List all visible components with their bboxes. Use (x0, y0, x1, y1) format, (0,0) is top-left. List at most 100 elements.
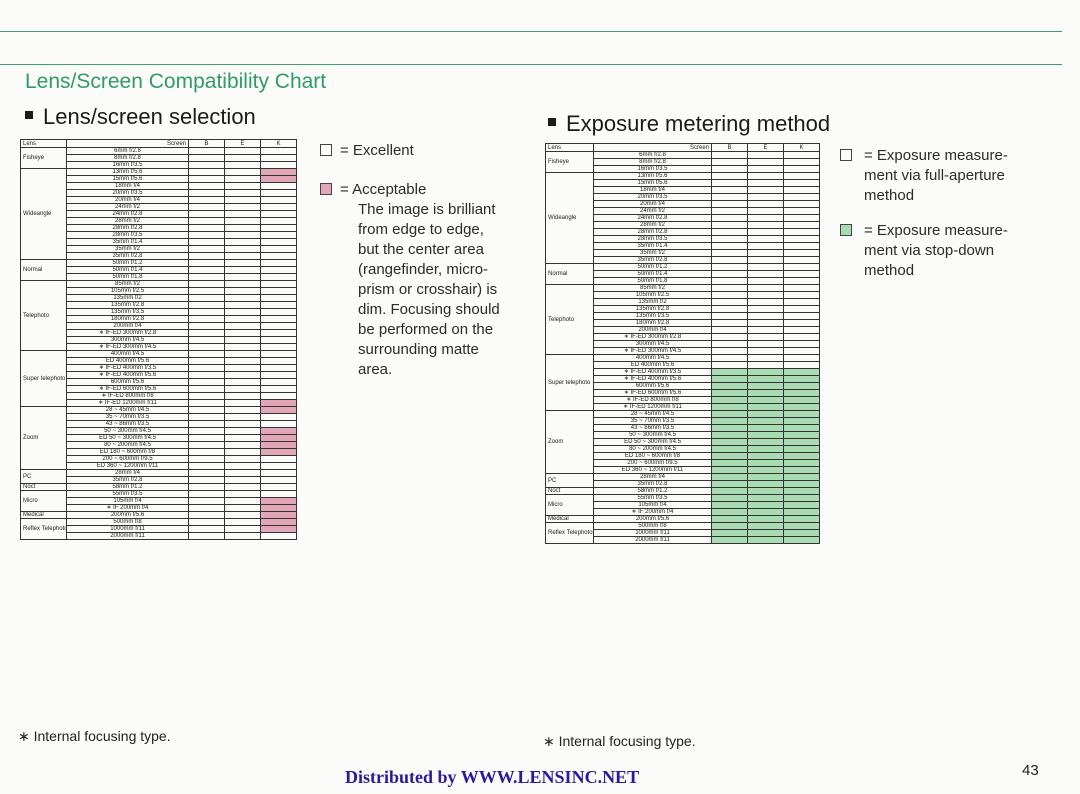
screen-header: Screen (593, 143, 712, 152)
compat-cell (783, 473, 820, 481)
lens-model: 200mm f/4 (66, 322, 189, 330)
compat-cell (783, 319, 820, 327)
lens-model: 50mm f/1.2 (593, 263, 712, 271)
right-section-label: Exposure metering method (566, 111, 831, 136)
lens-model: 105mm f/2.5 (593, 291, 712, 299)
compat-cell (711, 200, 748, 208)
compat-cell (260, 476, 297, 484)
compat-cell (188, 273, 225, 281)
lens-model: ∗ IF-ED 600mm f/5.6 (593, 389, 712, 397)
table-row: Fisheye 6mm f/2.8 (20, 147, 297, 169)
compat-cell (783, 452, 820, 460)
compat-cell (783, 298, 820, 306)
compat-cell (783, 242, 820, 250)
lens-model: 20mm f/4 (593, 200, 712, 208)
compat-cell (260, 525, 297, 533)
compat-cell (188, 322, 225, 330)
compat-cell (260, 154, 297, 162)
compat-cell (747, 445, 784, 453)
compat-cell (188, 490, 225, 498)
compat-cell (711, 242, 748, 250)
compat-cell (711, 221, 748, 229)
compat-cell (747, 340, 784, 348)
compat-cell (188, 483, 225, 491)
compat-cell (188, 301, 225, 309)
left-footnote: ∗ Internal focusing type. (18, 728, 171, 744)
compat-cell (224, 175, 261, 183)
lens-model: 135mm f/3.5 (66, 308, 189, 316)
compat-cell (783, 382, 820, 390)
compat-cell (711, 249, 748, 257)
compat-cell (747, 179, 784, 187)
lens-model: ∗ IF 200mm f/4 (66, 504, 189, 512)
lens-model: 85mm f/2 (593, 284, 712, 292)
compat-cell (224, 371, 261, 379)
compat-cell (224, 525, 261, 533)
legend-text-line: but the center area (358, 241, 484, 258)
lens-model: 35mm f/2 (593, 249, 712, 257)
legend-text-line: surrounding matte (358, 341, 479, 358)
lens-model: 180mm f/2.8 (593, 319, 712, 327)
compat-cell (224, 196, 261, 204)
lens-model: 28mm f/4 (66, 469, 189, 477)
compat-cell (188, 147, 225, 155)
compat-cell (188, 161, 225, 169)
compat-cell (224, 532, 261, 540)
compat-cell (747, 214, 784, 222)
compat-cell (711, 480, 748, 488)
compat-cell (747, 508, 784, 516)
compat-cell (711, 319, 748, 327)
compat-cell (711, 361, 748, 369)
lens-model: ∗ IF-ED 400mm f/3.5 (593, 368, 712, 376)
legend-full-aperture: = Exposure measure-ment via full-apertur… (840, 146, 1070, 206)
compat-cell (260, 189, 297, 197)
lens-model: 105mm f/2.5 (66, 287, 189, 295)
compat-cell (711, 277, 748, 285)
table-row: 2000mm f/11 (21, 532, 297, 540)
lens-model: 50mm f/1.8 (593, 277, 712, 285)
compat-cell (711, 515, 748, 523)
compat-cell (711, 410, 748, 418)
compat-cell (224, 168, 261, 176)
compat-cell (783, 529, 820, 537)
lens-model: 8mm f/2.8 (593, 158, 712, 166)
compat-cell (747, 263, 784, 271)
compat-cell (783, 466, 820, 474)
compat-cell (188, 203, 225, 211)
table-row: 2000mm f/11 (546, 536, 820, 544)
left-section-label: Lens/screen selection (43, 104, 256, 129)
compat-cell (747, 459, 784, 467)
compat-cell (783, 515, 820, 523)
compat-cell (747, 354, 784, 362)
compat-cell (711, 179, 748, 187)
compat-cell (260, 490, 297, 498)
right-section-title: Exposure metering method (548, 111, 830, 137)
compat-cell (224, 441, 261, 449)
lens-model: 28mm f/2.8 (593, 228, 712, 236)
lens-model: 80 ~ 200mm f/4.5 (593, 445, 712, 453)
compat-cell (711, 333, 748, 341)
lens-model: 35mm f/2.8 (66, 476, 189, 484)
lens-model: 600mm f/5.6 (593, 382, 712, 390)
compat-cell (260, 273, 297, 281)
compat-cell (783, 249, 820, 257)
compat-cell (783, 389, 820, 397)
compat-cell (224, 434, 261, 442)
compat-cell (188, 329, 225, 337)
compat-cell (188, 357, 225, 365)
lens-model: 28 ~ 45mm f/4.5 (66, 406, 189, 414)
compat-cell (188, 504, 225, 512)
stop-down-text: = Exposure measure-ment via stop-down met… (864, 221, 1070, 281)
compat-cell (711, 186, 748, 194)
legend-text-line: = Exposure measure- (864, 147, 1008, 164)
lens-model: 16mm f/3.5 (593, 165, 712, 173)
lens-model: ∗ IF-ED 400mm f/5.6 (66, 371, 189, 379)
compat-cell (224, 224, 261, 232)
compat-cell (224, 182, 261, 190)
table-row: Normal 50mm f/1.2 (545, 263, 820, 285)
compat-cell (747, 291, 784, 299)
lens-model: 20mm f/3.5 (593, 193, 712, 201)
screen-col-e: E (224, 139, 261, 148)
lens-model: 43 ~ 86mm f/3.5 (593, 424, 712, 432)
table-row: Micro 55mm f/3.5 (545, 494, 820, 516)
